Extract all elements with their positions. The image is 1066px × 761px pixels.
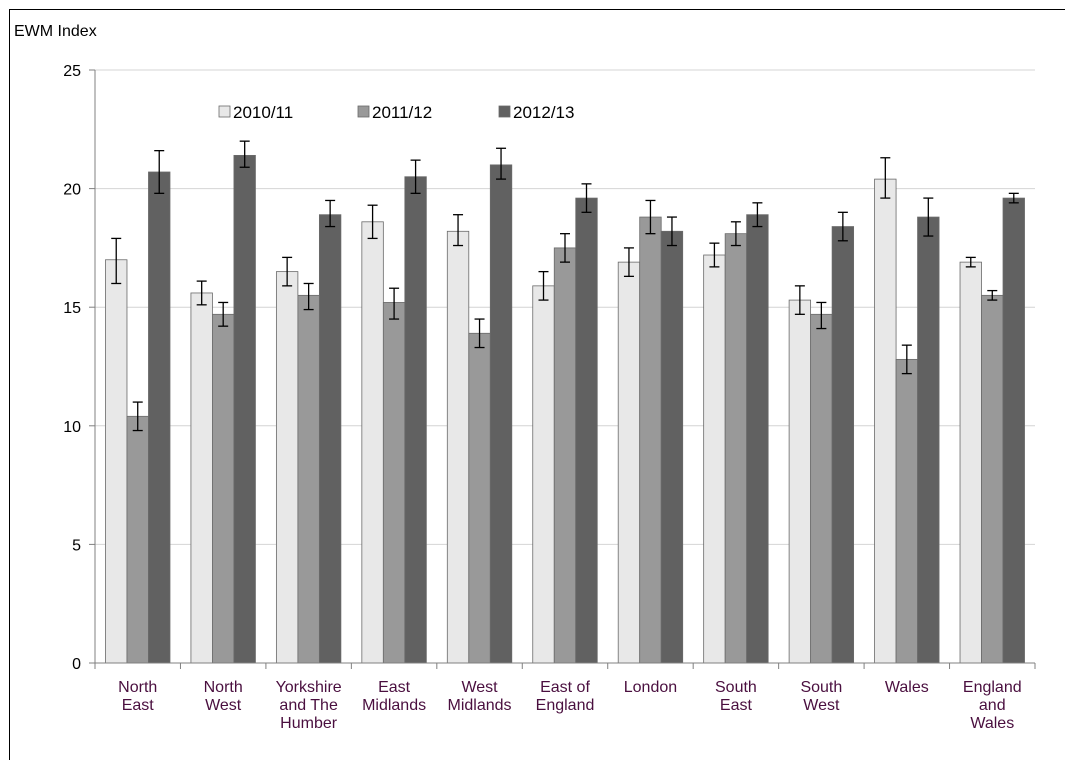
bar bbox=[982, 295, 1004, 663]
x-tick-label: Wales bbox=[885, 679, 929, 696]
y-tick-label: 0 bbox=[72, 656, 81, 673]
bar bbox=[490, 165, 512, 663]
x-tick-label: South East bbox=[715, 679, 757, 714]
bar bbox=[191, 293, 213, 663]
x-tick-label-line: South bbox=[715, 679, 757, 696]
bar bbox=[276, 272, 298, 663]
x-tick-label-line: and The bbox=[279, 697, 338, 714]
bar bbox=[469, 333, 491, 663]
bars bbox=[105, 155, 1024, 663]
bar bbox=[362, 222, 384, 663]
bar bbox=[875, 179, 897, 663]
bar bbox=[447, 231, 469, 663]
legend-swatch bbox=[499, 106, 510, 117]
x-tick-label: West Midlands bbox=[448, 679, 512, 714]
x-tick-label-line: Midlands bbox=[362, 697, 426, 714]
x-tick-label-line: East bbox=[378, 679, 411, 696]
x-tick-label-line: Midlands bbox=[448, 697, 512, 714]
bar bbox=[640, 217, 662, 663]
bar bbox=[789, 300, 811, 663]
legend-label: 2012/13 bbox=[513, 103, 574, 122]
x-tick-label: North West bbox=[204, 679, 243, 714]
bar bbox=[212, 314, 234, 663]
x-tick-label-line: Yorkshire bbox=[276, 679, 342, 696]
x-tick-label-line: Humber bbox=[280, 715, 338, 732]
x-tick-label-line: North bbox=[118, 679, 157, 696]
x-tick-label: East of England bbox=[536, 679, 595, 714]
y-tick-label: 25 bbox=[63, 63, 81, 80]
bar bbox=[148, 172, 170, 663]
x-tick-label-line: West bbox=[205, 697, 242, 714]
y-tick-label: 20 bbox=[63, 182, 81, 199]
legend-swatch bbox=[219, 106, 230, 117]
bar bbox=[725, 234, 747, 663]
y-tick-label: 15 bbox=[63, 300, 81, 317]
x-tick-label-line: London bbox=[624, 679, 677, 696]
bar bbox=[618, 262, 640, 663]
legend-label: 2011/12 bbox=[372, 103, 432, 122]
bar bbox=[832, 227, 854, 663]
bar bbox=[811, 314, 833, 663]
x-tick-label: East Midlands bbox=[362, 679, 426, 714]
bar bbox=[576, 198, 598, 663]
bar bbox=[405, 177, 427, 663]
x-tick-label-line: East bbox=[720, 697, 753, 714]
bar bbox=[661, 231, 683, 663]
bar bbox=[105, 260, 127, 663]
x-tick-label-line: South bbox=[800, 679, 842, 696]
x-tick-label: Yorkshire and The Humber bbox=[276, 679, 342, 732]
legend: 2010/11 2011/12 2012/13 bbox=[219, 103, 574, 122]
x-tick-label-line: North bbox=[204, 679, 243, 696]
bar bbox=[383, 302, 405, 663]
x-tick-label: London bbox=[624, 679, 677, 696]
bar bbox=[127, 416, 148, 663]
bar bbox=[896, 359, 918, 663]
x-tick-label-line: England bbox=[536, 697, 595, 714]
y-tick-label: 10 bbox=[63, 419, 81, 436]
x-tick-label: North East bbox=[118, 679, 157, 714]
x-tick-label-line: Wales bbox=[970, 715, 1014, 732]
x-tick-label-line: East of bbox=[540, 679, 590, 696]
legend-swatch bbox=[358, 106, 369, 117]
x-tick-label: England and Wales bbox=[963, 679, 1022, 732]
y-tick-label: 5 bbox=[72, 537, 81, 554]
bar bbox=[234, 155, 256, 663]
x-tick-label-line: West bbox=[461, 679, 498, 696]
bar bbox=[960, 262, 982, 663]
x-tick-label-line: East bbox=[122, 697, 155, 714]
legend-label: 2010/11 bbox=[233, 103, 293, 122]
bar bbox=[319, 215, 341, 663]
bar bbox=[918, 217, 940, 663]
bar bbox=[298, 295, 320, 663]
x-tick-label-line: England bbox=[963, 679, 1022, 696]
x-tick-label-line: Wales bbox=[885, 679, 929, 696]
x-tick-label: South West bbox=[800, 679, 842, 714]
bar bbox=[1003, 198, 1025, 663]
x-tick-label-line: West bbox=[803, 697, 840, 714]
bar bbox=[533, 286, 555, 663]
x-tick-label-line: and bbox=[979, 697, 1006, 714]
bar bbox=[747, 215, 769, 663]
y-axis-title: EWM Index bbox=[14, 23, 97, 40]
bar bbox=[704, 255, 726, 663]
bar bbox=[554, 248, 576, 663]
